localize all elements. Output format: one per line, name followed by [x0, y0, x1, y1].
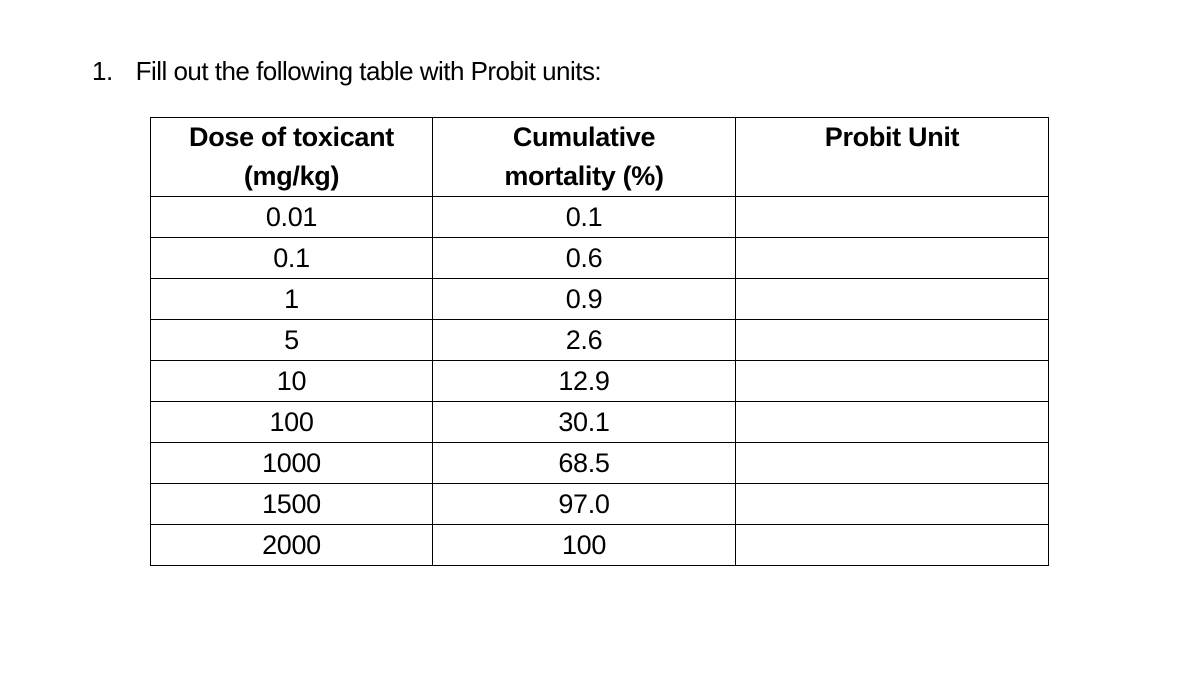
mortality-cell: 0.6 [432, 237, 736, 279]
mortality-cell: 97.0 [432, 483, 736, 525]
dose-cell: 0.1 [150, 237, 433, 279]
dose-cell: 100 [150, 401, 433, 443]
header-dose-line2: (mg/kg) [243, 161, 340, 191]
table-row: 1500 97.0 [150, 483, 1049, 525]
table-row: 100 30.1 [150, 401, 1049, 443]
header-probit-line2 [737, 157, 1048, 196]
mortality-cell: 100 [432, 524, 736, 566]
probit-cell-empty[interactable] [735, 401, 1049, 443]
table-header-row: Dose of toxicant (mg/kg) Cumulative mort… [150, 117, 1049, 197]
dose-cell: 5 [150, 319, 433, 361]
dose-cell: 2000 [150, 524, 433, 566]
dose-cell: 1 [150, 278, 433, 320]
table-row: 5 2.6 [150, 319, 1049, 361]
dose-cell: 10 [150, 360, 433, 402]
table-row: 1000 68.5 [150, 442, 1049, 484]
probit-cell-empty[interactable] [735, 360, 1049, 402]
dose-cell: 1500 [150, 483, 433, 525]
header-probit-line1: Probit Unit [824, 122, 960, 152]
question-heading: 1. Fill out the following table with Prob… [92, 56, 602, 87]
table-row: 2000 100 [150, 524, 1049, 566]
mortality-cell: 68.5 [432, 442, 736, 484]
dose-cell: 1000 [150, 442, 433, 484]
header-dose-of-toxicant: Dose of toxicant (mg/kg) [150, 117, 433, 197]
mortality-cell: 0.9 [432, 278, 736, 320]
mortality-cell: 0.1 [432, 196, 736, 238]
header-dose-line1: Dose of toxicant [189, 122, 394, 152]
question-number: 1. [92, 56, 113, 86]
dose-cell: 0.01 [150, 196, 433, 238]
table-row: 0.01 0.1 [150, 196, 1049, 238]
probit-cell-empty[interactable] [735, 524, 1049, 566]
header-probit-unit: Probit Unit [735, 117, 1049, 197]
table-row: 10 12.9 [150, 360, 1049, 402]
header-mortality-line1: Cumulative [512, 122, 656, 152]
probit-table: Dose of toxicant (mg/kg) Cumulative mort… [150, 117, 1049, 566]
mortality-cell: 30.1 [432, 401, 736, 443]
probit-cell-empty[interactable] [735, 319, 1049, 361]
probit-cell-empty[interactable] [735, 278, 1049, 320]
table-row: 0.1 0.6 [150, 237, 1049, 279]
mortality-cell: 12.9 [432, 360, 736, 402]
question-text: Fill out the following table with Probit… [135, 56, 602, 86]
probit-cell-empty[interactable] [735, 442, 1049, 484]
table-row: 1 0.9 [150, 278, 1049, 320]
header-cumulative-mortality: Cumulative mortality (%) [432, 117, 736, 197]
header-mortality-line2: mortality (%) [504, 161, 664, 191]
probit-cell-empty[interactable] [735, 196, 1049, 238]
probit-cell-empty[interactable] [735, 483, 1049, 525]
probit-cell-empty[interactable] [735, 237, 1049, 279]
mortality-cell: 2.6 [432, 319, 736, 361]
